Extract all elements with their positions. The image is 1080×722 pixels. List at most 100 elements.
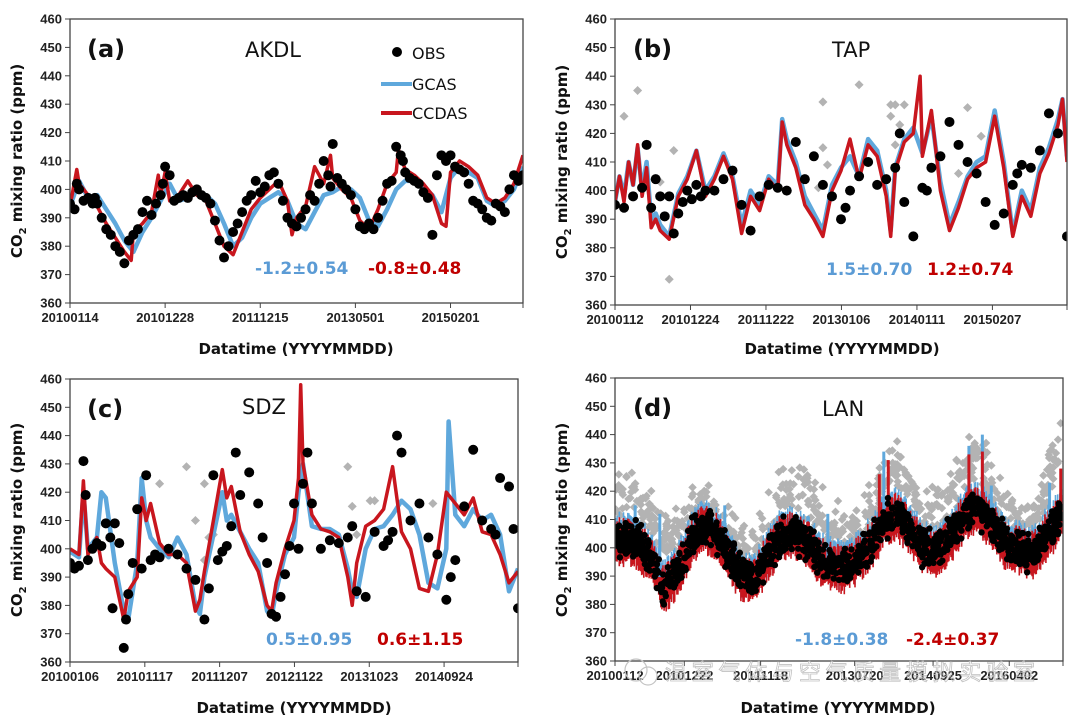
obs-point — [275, 591, 286, 602]
obs-point — [968, 510, 975, 518]
excluded-point — [627, 468, 637, 478]
obs-point — [223, 241, 234, 252]
excluded-point — [793, 503, 803, 513]
obs-point — [445, 572, 456, 583]
obs-point — [691, 179, 702, 190]
obs-point — [653, 584, 661, 592]
obs-point — [666, 579, 673, 587]
obs-point — [764, 546, 771, 553]
obs-point — [1005, 552, 1013, 559]
obs-point — [228, 227, 239, 237]
panel-d-axes: 3603703803904004104204304404504602010011… — [585, 371, 1064, 683]
y-tick-label: 360 — [40, 655, 62, 670]
obs-point — [702, 539, 710, 546]
obs-point — [811, 563, 818, 571]
excluded-point — [1007, 497, 1017, 506]
obs-point — [391, 141, 402, 152]
obs-point — [772, 546, 779, 553]
obs-point — [860, 530, 867, 538]
obs-point — [342, 532, 353, 543]
obs-point — [468, 444, 479, 455]
y-tick-label: 450 — [40, 400, 62, 415]
obs-point — [205, 198, 216, 209]
excluded-point — [1048, 468, 1057, 478]
obs-point — [459, 501, 470, 512]
obs-point — [137, 207, 148, 218]
obs-point — [935, 151, 946, 162]
obs-point — [244, 467, 255, 478]
obs-point — [1028, 555, 1035, 562]
obs-point — [759, 562, 767, 569]
obs-point — [922, 547, 930, 554]
excluded-point — [181, 462, 192, 472]
obs-point — [257, 532, 268, 543]
excluded-point — [959, 471, 969, 481]
obs-point — [881, 174, 892, 185]
obs-point — [369, 526, 380, 537]
obs-point — [976, 504, 984, 512]
y-tick-label: 390 — [40, 210, 62, 225]
excluded-point — [804, 500, 813, 509]
x-tick-label: 20100112 — [586, 312, 643, 327]
obs-point — [208, 470, 219, 481]
obs-point — [280, 569, 291, 580]
obs-point — [221, 540, 232, 551]
obs-point — [848, 568, 855, 576]
obs-point — [1025, 162, 1036, 173]
obs-point — [980, 197, 991, 208]
obs-point — [686, 194, 697, 205]
x-tick-label: 20140111 — [889, 312, 945, 327]
excluded-point — [1053, 459, 1062, 468]
obs-point — [944, 515, 951, 523]
obs-point — [830, 575, 837, 582]
obs-point — [1023, 569, 1031, 576]
obs-point — [681, 554, 689, 562]
obs-point — [230, 447, 241, 458]
x-tick-label: 20160402 — [980, 668, 1038, 683]
obs-point — [78, 456, 89, 467]
obs-point — [682, 185, 693, 196]
obs-point — [912, 534, 919, 541]
obs-point — [1040, 542, 1047, 549]
obs-point — [994, 532, 1002, 540]
obs-point — [730, 540, 738, 547]
obs-point — [690, 526, 697, 533]
obs-point — [807, 549, 815, 556]
x-tick-label: 20101224 — [662, 312, 721, 327]
y-tick-label: 440 — [40, 428, 62, 443]
y-tick-label: 360 — [585, 654, 607, 669]
obs-point — [762, 552, 769, 559]
obs-point — [746, 575, 754, 582]
excluded-point — [969, 474, 979, 484]
obs-point — [826, 191, 837, 202]
obs-point — [706, 507, 714, 515]
obs-point — [297, 478, 308, 489]
obs-point — [160, 161, 171, 172]
obs-point — [504, 481, 515, 492]
plot-area — [70, 138, 523, 269]
y-tick-label: 420 — [585, 126, 607, 141]
excluded-point — [933, 490, 943, 500]
obs-point — [921, 185, 932, 196]
obs-point — [114, 538, 125, 549]
obs-point — [923, 558, 930, 566]
excluded-point — [818, 143, 828, 153]
panel-a-plot — [70, 138, 523, 269]
obs-point — [989, 507, 996, 514]
obs-point — [477, 515, 488, 526]
y-tick-label: 380 — [585, 240, 607, 255]
obs-point — [1035, 533, 1043, 541]
obs-point — [360, 591, 371, 602]
obs-point — [817, 179, 828, 190]
obs-point — [118, 642, 129, 653]
excluded-point — [757, 514, 767, 523]
obs-point — [616, 554, 624, 561]
panel-d-ylabel: CO2 mixing ratio (ppm) — [553, 423, 574, 617]
obs-point — [929, 549, 937, 557]
obs-point — [324, 535, 335, 546]
obs-point — [999, 515, 1006, 522]
obs-point — [368, 224, 379, 235]
obs-point — [100, 518, 111, 529]
obs-point — [983, 503, 990, 510]
excluded-point — [895, 453, 905, 462]
